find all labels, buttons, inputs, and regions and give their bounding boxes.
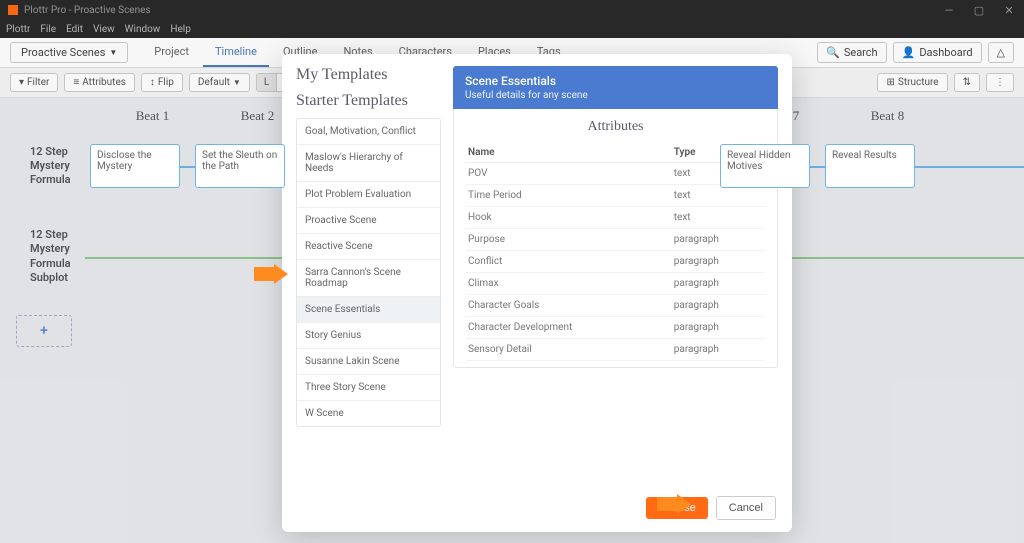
template-item[interactable]: W Scene bbox=[297, 401, 440, 426]
attribute-row: Climaxparagraph bbox=[466, 273, 765, 295]
scene-card[interactable]: Disclose the Mystery bbox=[90, 144, 180, 188]
scene-card[interactable]: Reveal Results bbox=[825, 144, 915, 188]
template-item[interactable]: Proactive Scene bbox=[297, 208, 440, 234]
col-name: Name bbox=[466, 143, 672, 163]
template-item[interactable]: Sarra Cannon's Scene Roadmap bbox=[297, 260, 440, 297]
attr-type: paragraph bbox=[672, 295, 765, 317]
attribute-row: Character Goalsparagraph bbox=[466, 295, 765, 317]
attr-type: paragraph bbox=[672, 339, 765, 361]
my-templates-heading: My Templates bbox=[296, 66, 441, 84]
template-item[interactable]: Plot Problem Evaluation bbox=[297, 182, 440, 208]
template-sidebar: My Templates Starter Templates Goal, Mot… bbox=[296, 66, 441, 484]
template-item[interactable]: Three Story Scene bbox=[297, 375, 440, 401]
template-item[interactable]: Susanne Lakin Scene bbox=[297, 349, 440, 375]
detail-header: Scene Essentials Useful details for any … bbox=[453, 66, 778, 109]
template-item[interactable]: Story Genius bbox=[297, 323, 440, 349]
template-item[interactable]: Maslow's Hierarchy of Needs bbox=[297, 145, 440, 182]
attr-type: text bbox=[672, 207, 765, 229]
attr-name: Time Period bbox=[466, 185, 672, 207]
scene-card[interactable]: Reveal Hidden Motives bbox=[720, 144, 810, 188]
attribute-row: Sensory Detailparagraph bbox=[466, 339, 765, 361]
attr-name: Sensory Detail bbox=[466, 339, 672, 361]
attribute-row: Conflictparagraph bbox=[466, 251, 765, 273]
attr-name: Climax bbox=[466, 273, 672, 295]
template-detail: Scene Essentials Useful details for any … bbox=[453, 66, 778, 484]
template-item[interactable]: Scene Essentials bbox=[297, 297, 440, 323]
starter-templates-heading: Starter Templates bbox=[296, 92, 441, 110]
attr-name: Purpose bbox=[466, 229, 672, 251]
attribute-row: Character Developmentparagraph bbox=[466, 317, 765, 339]
attr-name: Character Goals bbox=[466, 295, 672, 317]
template-modal: My Templates Starter Templates Goal, Mot… bbox=[282, 54, 792, 532]
choose-button[interactable]: Choose bbox=[646, 497, 708, 519]
detail-title: Scene Essentials bbox=[465, 74, 766, 88]
attribute-row: Time Periodtext bbox=[466, 185, 765, 207]
attr-name: Character Development bbox=[466, 317, 672, 339]
attribute-row: Purposeparagraph bbox=[466, 229, 765, 251]
attr-type: paragraph bbox=[672, 229, 765, 251]
attr-name: POV bbox=[466, 163, 672, 185]
template-list: Goal, Motivation, Conflict Maslow's Hier… bbox=[296, 118, 441, 427]
attribute-row: Hooktext bbox=[466, 207, 765, 229]
attr-type: paragraph bbox=[672, 317, 765, 339]
template-item[interactable]: Goal, Motivation, Conflict bbox=[297, 119, 440, 145]
scene-card[interactable]: Set the Sleuth on the Path bbox=[195, 144, 285, 188]
attr-name: Conflict bbox=[466, 251, 672, 273]
attr-type: paragraph bbox=[672, 251, 765, 273]
cancel-button[interactable]: Cancel bbox=[716, 496, 776, 520]
attr-type: paragraph bbox=[672, 273, 765, 295]
detail-subtitle: Useful details for any scene bbox=[465, 90, 766, 101]
modal-footer: Choose Cancel bbox=[282, 484, 792, 532]
template-item[interactable]: Reactive Scene bbox=[297, 234, 440, 260]
attr-name: Hook bbox=[466, 207, 672, 229]
attributes-heading: Attributes bbox=[466, 119, 765, 135]
